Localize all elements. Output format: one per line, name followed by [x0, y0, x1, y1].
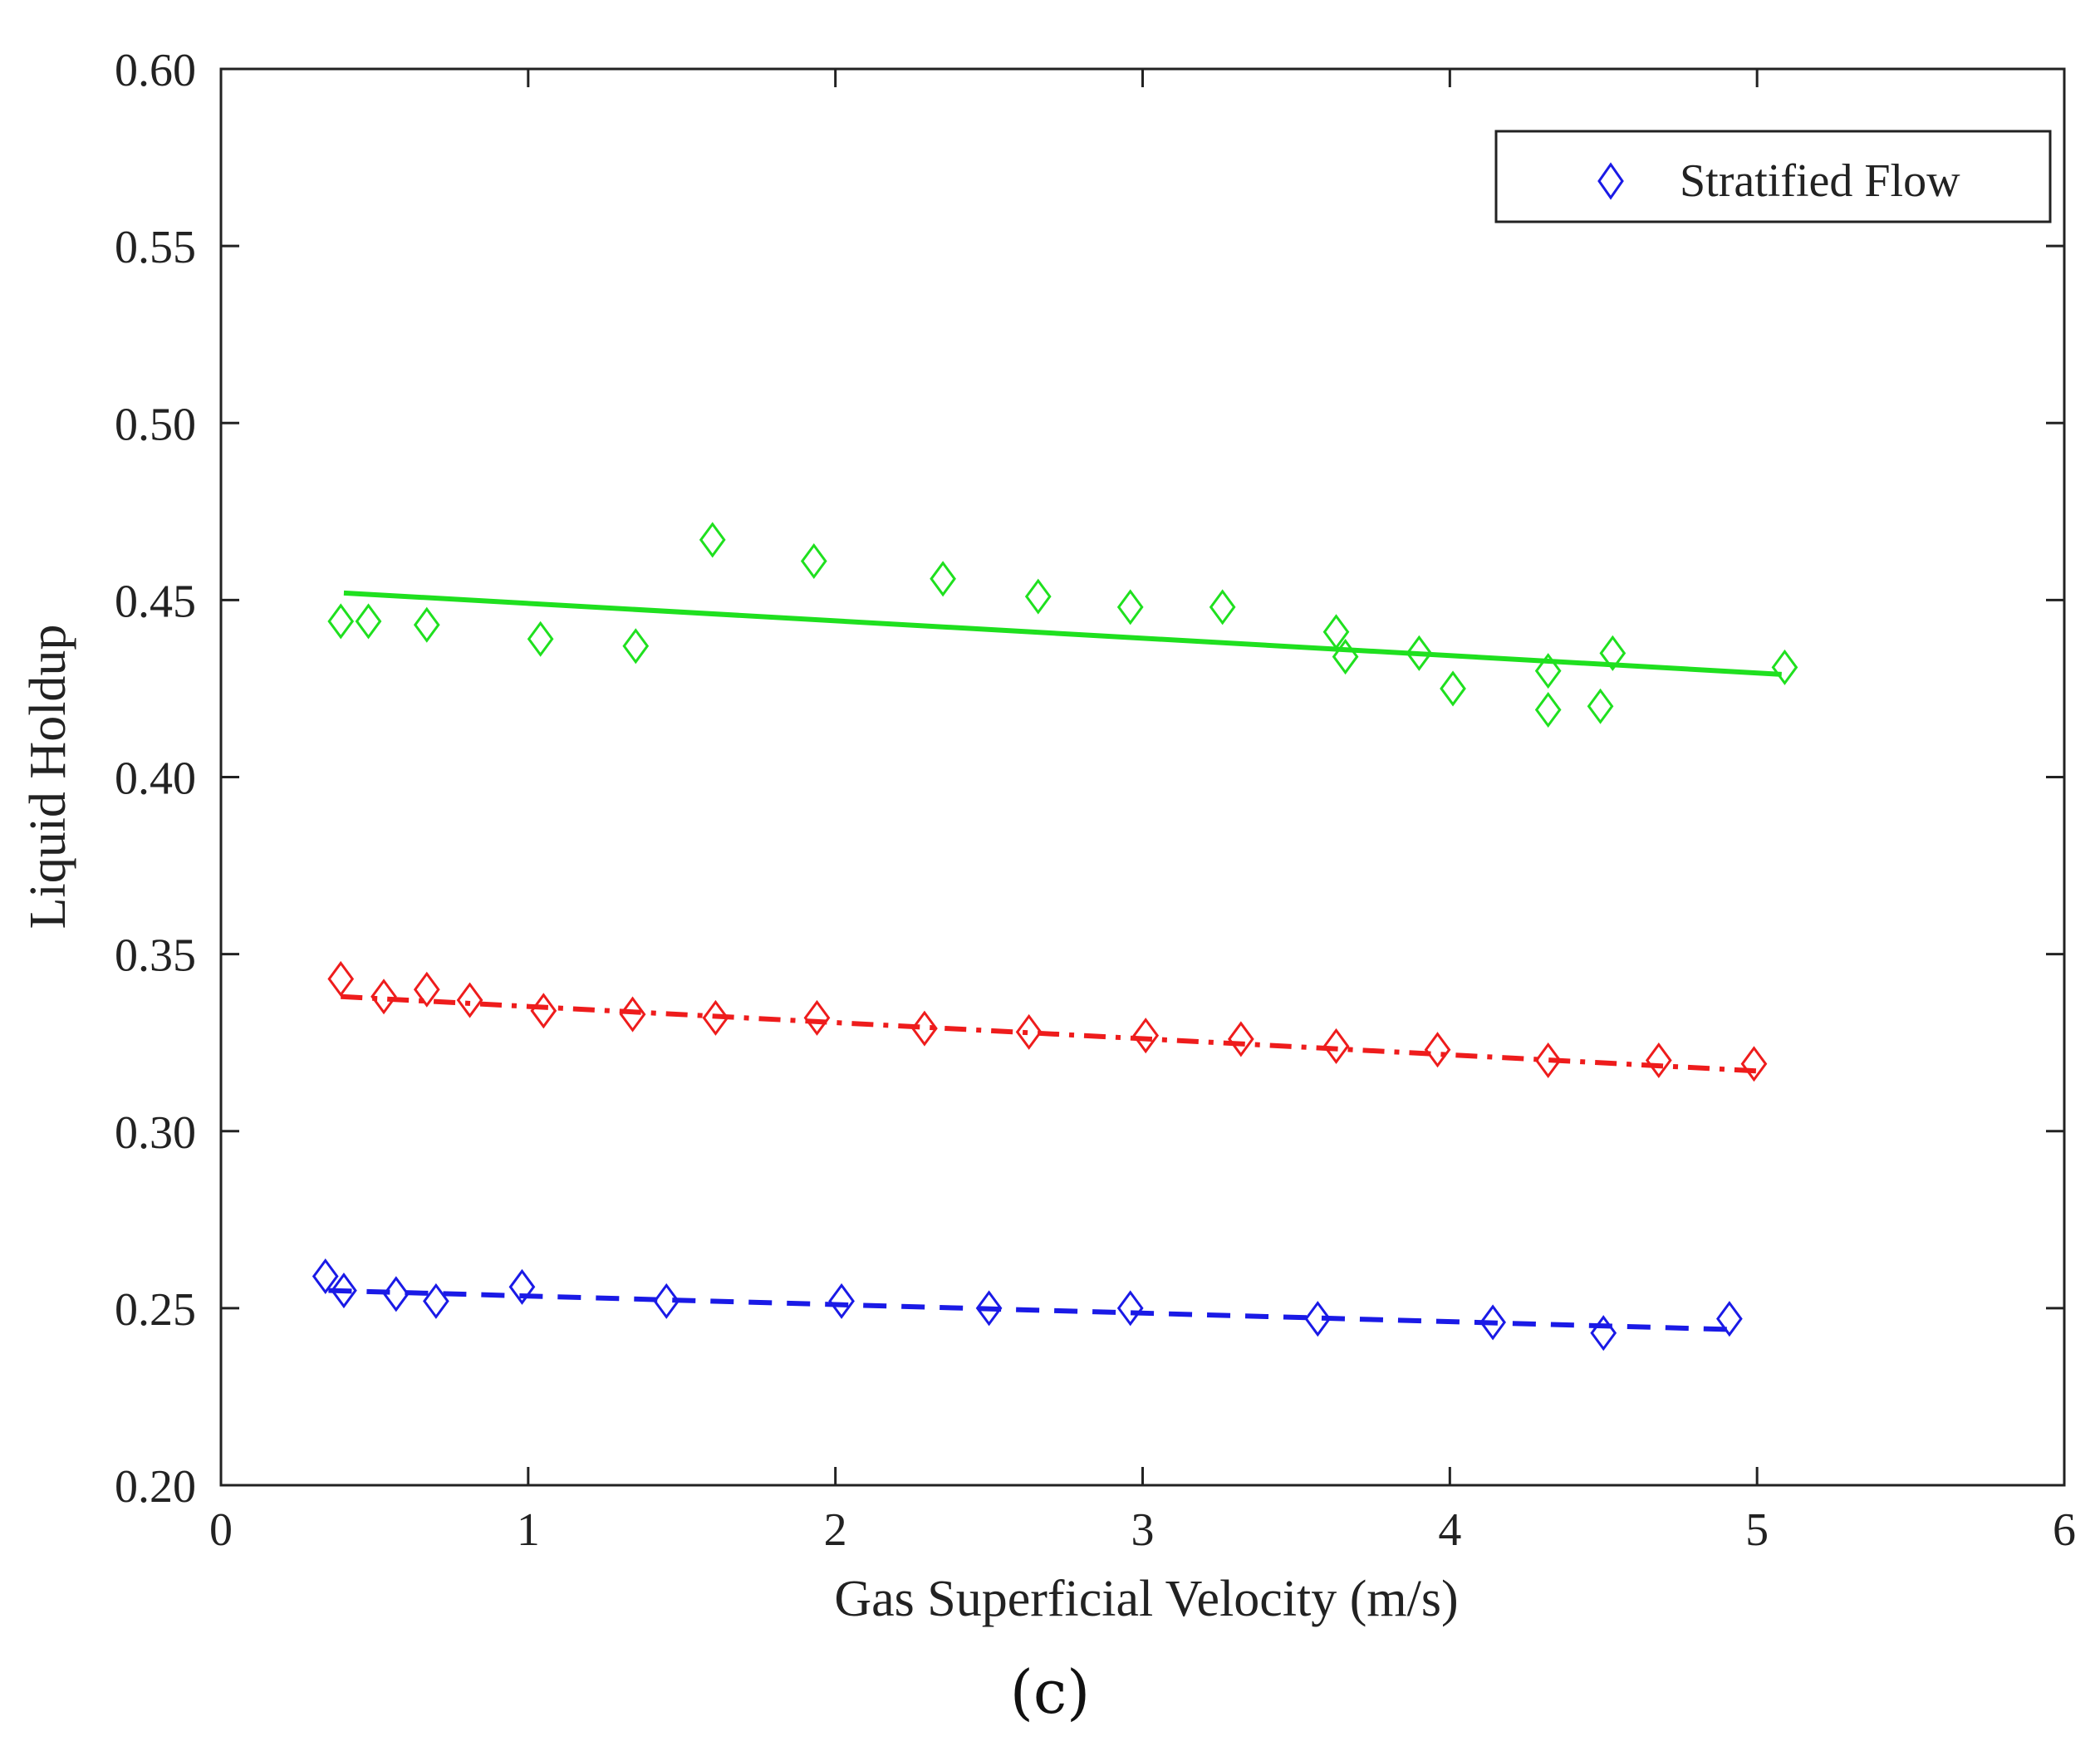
data-point-green — [527, 621, 554, 657]
data-point-red — [370, 979, 397, 1015]
data-point-blue — [653, 1283, 680, 1319]
data-point-red — [1132, 1018, 1160, 1054]
data-point-red — [1645, 1042, 1672, 1079]
x-tick-label: 5 — [1745, 1504, 1769, 1556]
data-point-red — [1424, 1032, 1451, 1068]
data-point-red — [530, 993, 557, 1029]
data-point-green — [1406, 635, 1433, 671]
data-point-green — [1116, 589, 1144, 625]
data-point-green — [622, 628, 650, 665]
x-tick-label: 3 — [1131, 1504, 1155, 1556]
x-axis-label: Gas Superficial Velocity (m/s) — [834, 1571, 1458, 1627]
data-point-green — [1534, 691, 1562, 728]
data-point-red — [619, 996, 646, 1033]
fit-line-green — [343, 590, 1782, 677]
y-tick-label: 0.55 — [115, 222, 196, 273]
data-point-red — [1740, 1046, 1768, 1082]
fit-line-red — [341, 993, 1758, 1074]
y-tick-label: 0.25 — [115, 1284, 196, 1336]
y-tick-label: 0.40 — [115, 753, 196, 805]
y-tick-label: 0.60 — [115, 45, 196, 96]
data-point-blue — [1716, 1301, 1743, 1337]
data-point-blue — [423, 1283, 449, 1319]
data-point-green — [413, 606, 440, 643]
legend: Stratified Flow — [1494, 130, 2052, 223]
y-tick-label: 0.30 — [115, 1107, 196, 1159]
data-point-green — [1209, 589, 1236, 625]
x-tick-label: 4 — [1438, 1504, 1461, 1556]
x-tick-label: 0 — [209, 1504, 233, 1556]
plot-frame — [219, 67, 2066, 1487]
y-tick-label: 0.50 — [115, 399, 196, 450]
data-point-green — [1024, 578, 1052, 615]
fit-line-blue — [328, 1288, 1730, 1332]
figure-caption: (c) — [1009, 1657, 1091, 1727]
data-point-red — [327, 960, 355, 997]
x-tick-label: 1 — [517, 1504, 540, 1556]
y-tick-label: 0.45 — [115, 576, 196, 627]
data-point-green — [1440, 670, 1466, 707]
data-point-blue — [312, 1258, 339, 1295]
data-point-green — [327, 603, 355, 640]
data-point-green — [800, 542, 827, 580]
data-points — [312, 522, 1798, 1351]
data-point-blue — [975, 1290, 1003, 1327]
data-point-blue — [382, 1276, 410, 1312]
data-point-green — [355, 603, 382, 640]
data-point-blue — [1590, 1315, 1617, 1351]
data-point-green — [699, 522, 726, 558]
legend-entry-label: Stratified Flow — [1680, 155, 1960, 207]
data-point-blue — [331, 1273, 357, 1309]
data-point-red — [803, 999, 831, 1036]
x-tick-label: 6 — [2053, 1504, 2076, 1556]
data-point-red — [1534, 1042, 1562, 1079]
data-point-red — [413, 971, 440, 1008]
data-point-blue — [1304, 1301, 1332, 1337]
data-point-green — [1587, 688, 1614, 724]
axes: 0 1 2 3 4 5 6 0.20 0.25 0.30 0.35 0.40 0.45 0.50 0.55 0… — [115, 45, 2076, 1556]
fit-lines — [328, 590, 1782, 1332]
data-point-green — [930, 561, 956, 597]
y-tick-label: 0.35 — [115, 930, 196, 982]
data-point-blue — [1479, 1304, 1506, 1341]
data-point-red — [456, 982, 483, 1018]
legend-marker-diamond — [1597, 162, 1624, 200]
x-tick-label: 2 — [824, 1504, 847, 1556]
data-point-green — [1599, 635, 1627, 671]
legend-box — [1494, 130, 2052, 223]
data-point-green — [1771, 649, 1798, 685]
data-point-red — [1227, 1021, 1254, 1057]
data-point-blue — [508, 1268, 536, 1305]
data-point-red — [702, 999, 729, 1036]
data-point-green — [1534, 653, 1562, 689]
data-point-red — [911, 1010, 938, 1047]
data-point-green — [1322, 614, 1350, 650]
data-point-red — [1015, 1013, 1043, 1050]
data-point-blue — [828, 1283, 855, 1319]
data-point-red — [1322, 1028, 1350, 1064]
y-tick-label: 0.20 — [115, 1461, 196, 1513]
y-axis-label: Liquid Holdup — [20, 625, 76, 930]
data-point-blue — [1116, 1290, 1144, 1327]
data-point-green — [1332, 639, 1359, 675]
